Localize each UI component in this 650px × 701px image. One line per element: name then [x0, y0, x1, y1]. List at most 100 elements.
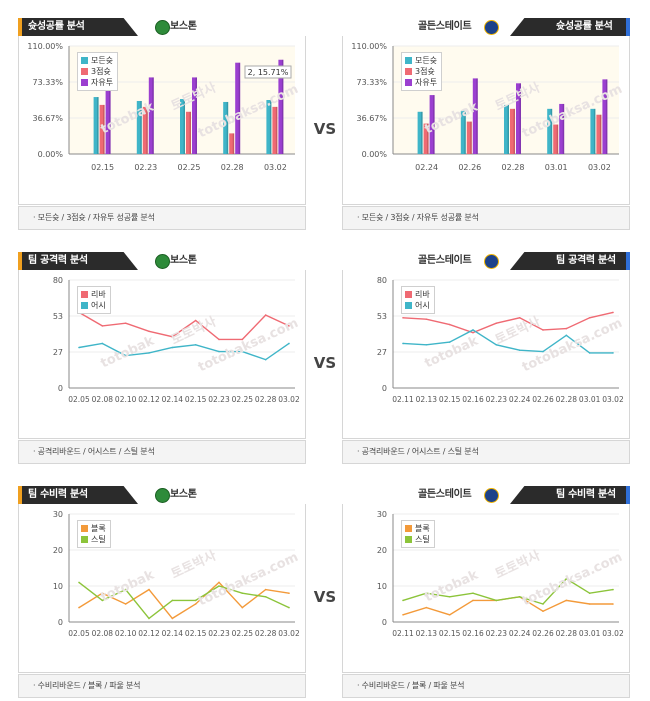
header-title-bar	[510, 252, 630, 270]
x-tick-label: 03.02	[264, 163, 287, 172]
team-logo-icon	[155, 488, 170, 503]
legend-swatch	[405, 291, 412, 298]
chart-svg: 0.00% 36.67% 73.33% 110.00% 02.15 02.23 02.25 0…	[27, 42, 295, 172]
panel-title: 팀 공격력 분석	[28, 255, 88, 266]
bar-shade	[433, 95, 435, 154]
footer-caption: · 공격리바운드 / 어시스트 / 스틸 분석	[357, 447, 479, 456]
x-tick-label: 03.01	[545, 163, 568, 172]
legend-swatch	[405, 68, 412, 75]
data-point	[565, 578, 568, 580]
series-line-리바	[78, 311, 290, 341]
data-point	[565, 599, 568, 602]
y-tick-label: 80	[377, 276, 387, 285]
data-point	[124, 603, 127, 605]
x-tick-label: 02.11	[392, 395, 414, 404]
bar-shade	[140, 100, 142, 154]
bar-shade	[109, 75, 111, 154]
annotation-box	[244, 65, 292, 79]
legend-swatch	[81, 291, 88, 298]
x-tick-label: 02.16	[462, 395, 484, 404]
bar-모든슛	[504, 104, 509, 154]
panel-header: 슛성공률 분석 골든스테이트	[342, 12, 630, 37]
x-tick-label: 03.02	[602, 629, 624, 638]
team-logo-icon	[155, 254, 170, 269]
y-tick-label: 0.00%	[38, 150, 64, 159]
chart-panel-gsw-shooting: 슛성공률 분석 골든스테이트 0.00% 36.67% 73.33% 110.00% 02.…	[342, 12, 630, 230]
data-point	[264, 588, 267, 591]
x-tick-label: 02.24	[509, 629, 531, 638]
data-point	[542, 603, 544, 605]
header-title-bar	[510, 18, 630, 36]
x-tick-label: 02.15	[91, 163, 114, 172]
data-point	[472, 592, 474, 594]
x-tick-label: 03.01	[579, 629, 601, 638]
y-tick-label: 0	[382, 618, 387, 627]
x-tick-label: 03.02	[278, 629, 300, 638]
x-tick-label: 02.14	[162, 395, 184, 404]
data-point	[288, 325, 290, 327]
bar-자유투	[148, 77, 154, 154]
footer-caption: · 모든슛 / 3점슛 / 자유투 성공률 분석	[357, 213, 479, 222]
bar-shade	[195, 77, 197, 154]
data-point	[264, 596, 267, 598]
bar-shade	[232, 133, 235, 154]
legend-item: 어시	[405, 300, 430, 311]
y-tick-label: 10	[377, 582, 387, 591]
x-tick-label: 02.14	[162, 629, 184, 638]
data-point	[425, 344, 428, 346]
bar-자유투	[472, 78, 478, 154]
x-tick-label: 03.01	[579, 395, 601, 404]
data-point	[148, 352, 150, 354]
legend-item: 자유투	[81, 77, 113, 88]
legend-item: 3점슛	[81, 66, 113, 77]
y-tick-label: 30	[53, 510, 63, 519]
bar-모든슛	[460, 110, 466, 154]
bar-shade	[269, 100, 272, 154]
header-accent	[626, 252, 630, 270]
y-tick-label: 110.00%	[351, 42, 387, 51]
data-point	[448, 614, 451, 616]
data-point	[518, 596, 521, 598]
legend-swatch	[81, 302, 88, 309]
x-tick-label: 02.23	[486, 629, 508, 638]
x-tick-label: 02.23	[208, 395, 230, 404]
legend-label: 스틸	[91, 535, 106, 544]
x-tick-label: 02.28	[556, 629, 578, 638]
data-point	[171, 346, 174, 349]
legend-swatch	[405, 302, 412, 309]
legend-item: 모든슛	[405, 55, 437, 66]
bar-shade	[421, 111, 423, 154]
chart-panel-boston-shooting: 슛성공률 분석 보스톤 0.00% 36.67% 73.33% 110.00% 02.15 0…	[18, 12, 306, 230]
annotation-label: 2, 15.71%	[248, 68, 289, 77]
bar-모든슛	[180, 99, 185, 154]
x-tick-label: 02.28	[502, 163, 525, 172]
header-accent	[18, 18, 22, 36]
header-title-bar	[18, 252, 138, 270]
bar-3점슛	[229, 133, 235, 154]
series-line-스틸	[402, 577, 614, 605]
bar-3점슛	[272, 106, 278, 154]
legend-item: 스틸	[81, 534, 106, 545]
legend-swatch	[405, 57, 412, 64]
bar-모든슛	[223, 101, 229, 154]
data-point	[288, 342, 290, 345]
x-tick-label: 02.23	[208, 629, 230, 638]
x-tick-label: 02.15	[439, 395, 461, 404]
chart-panel-boston-defense: 팀 수비력 분석 보스톤 0 10 20 30 02.05 02.08 02.10 02.12 02…	[18, 480, 306, 698]
bar-3점슛	[553, 124, 559, 154]
vs-label: VS	[313, 354, 337, 372]
series-line-어시	[402, 329, 613, 354]
legend-item: 3점슛	[405, 66, 437, 77]
data-point	[472, 331, 474, 334]
bar-3점슛	[142, 106, 148, 154]
bar-shade	[226, 101, 229, 154]
data-point	[101, 342, 104, 345]
x-tick-label: 02.26	[532, 395, 554, 404]
bar-shade	[593, 108, 596, 154]
panel-footer: · 수비리바운드 / 블록 / 파울 분석	[18, 674, 306, 698]
data-point	[495, 344, 498, 346]
bar-shade	[97, 97, 99, 154]
series-line-스틸	[78, 581, 290, 620]
